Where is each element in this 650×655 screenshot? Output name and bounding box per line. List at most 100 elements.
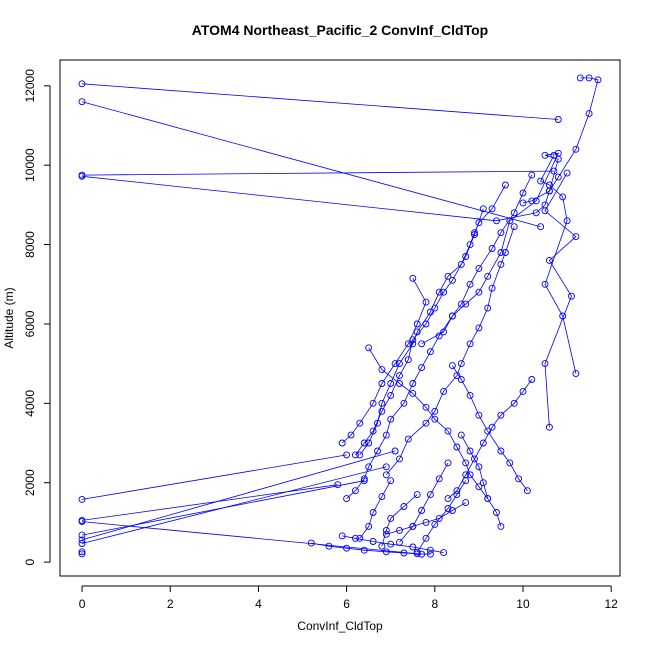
data-point (493, 509, 500, 516)
data-point (431, 415, 439, 423)
data-point (351, 534, 359, 542)
data-point (510, 209, 518, 217)
data-point (413, 548, 421, 556)
series-line (368, 347, 489, 499)
data-series (457, 431, 505, 530)
data-point (559, 312, 567, 320)
data-point (484, 427, 492, 435)
data-point (343, 451, 351, 459)
series-line (386, 502, 466, 535)
series-line (81, 450, 396, 541)
data-point (409, 543, 417, 551)
data-point (418, 340, 426, 348)
data-series (448, 362, 531, 495)
data-point (409, 274, 417, 282)
data-point (343, 544, 351, 552)
data-point (409, 389, 417, 397)
plot-frame (59, 59, 621, 577)
data-point (409, 380, 417, 387)
x-tick-label: 12 (605, 597, 619, 611)
data-point (462, 459, 470, 467)
data-point (426, 491, 434, 499)
y-tick-label: 12000 (23, 69, 37, 103)
data-point (78, 495, 86, 503)
data-point (466, 280, 474, 288)
data-point (374, 447, 381, 455)
series-line (452, 365, 528, 491)
series-line (81, 83, 559, 120)
data-point (541, 280, 549, 288)
x-axis-label: ConvInf_CldTop (297, 619, 383, 633)
data-series (78, 447, 399, 544)
data-point (435, 332, 443, 340)
data-point (78, 518, 86, 526)
data-series (541, 169, 580, 431)
data-point (369, 509, 377, 516)
data-point (338, 439, 346, 447)
data-point (462, 499, 470, 507)
data-point (435, 475, 443, 483)
data-point (387, 380, 395, 387)
data-point (554, 116, 562, 123)
series-line (359, 480, 392, 539)
data-point (360, 439, 368, 447)
data-point (78, 536, 86, 544)
data-point (435, 514, 443, 522)
data-point (365, 344, 373, 352)
data-point (418, 364, 426, 372)
data-point (444, 505, 452, 512)
data-point (462, 253, 470, 260)
data-point (466, 471, 474, 479)
data-point (475, 483, 483, 491)
data-point (404, 435, 412, 443)
data-point (431, 304, 439, 312)
series-line (81, 170, 554, 176)
data-point (506, 459, 514, 467)
data-series (78, 98, 545, 231)
x-tick-label: 10 (516, 597, 530, 611)
data-point (554, 173, 562, 181)
data-point (453, 443, 461, 451)
data-point (426, 348, 434, 356)
series-line (399, 462, 449, 543)
data-point (307, 539, 315, 547)
data-point (466, 447, 474, 455)
data-point (422, 320, 430, 328)
data-point (448, 507, 456, 514)
series-line (81, 101, 541, 228)
data-point (378, 366, 386, 374)
data-point (545, 256, 553, 264)
data-point (325, 542, 333, 550)
data-point (78, 531, 86, 539)
x-tick-label: 2 (167, 597, 174, 611)
data-point (426, 550, 434, 558)
data-point (559, 193, 567, 201)
data-point (519, 199, 527, 207)
data-point (510, 399, 518, 407)
data-point (541, 360, 549, 368)
series-line (342, 535, 444, 553)
data-point (537, 223, 545, 231)
data-point (382, 526, 390, 534)
data-point (457, 260, 465, 268)
data-point (426, 546, 434, 554)
data-point (382, 471, 390, 479)
data-point (431, 407, 439, 415)
data-point (413, 491, 421, 499)
data-point (422, 534, 430, 542)
data-series (444, 376, 536, 503)
data-point (475, 288, 483, 296)
data-point (382, 431, 390, 439)
data-point (471, 455, 478, 463)
data-point (356, 419, 364, 427)
data-point (387, 391, 395, 399)
y-tick-label: 10000 (23, 148, 37, 182)
y-tick-label: 8000 (23, 231, 37, 258)
data-point (387, 477, 395, 485)
x-tick-label: 0 (79, 597, 86, 611)
data-point (343, 495, 351, 503)
data-series (78, 518, 426, 558)
data-point (585, 74, 593, 82)
data-point (369, 399, 377, 407)
x-axis: 0 2 4 6 8 10 12 (79, 585, 619, 611)
